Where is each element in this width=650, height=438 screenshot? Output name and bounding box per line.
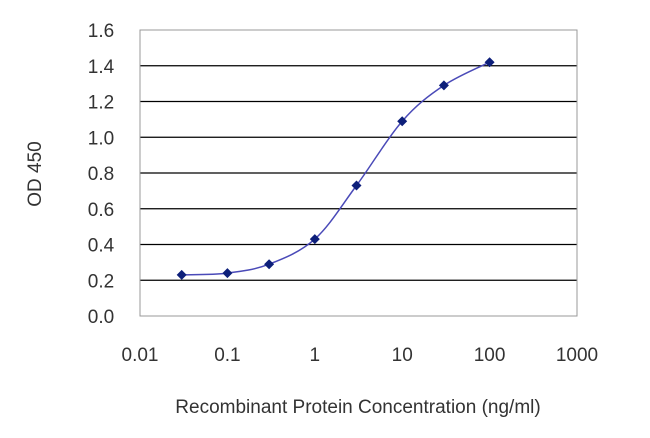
y-tick-label-3: 0.6 [88,200,114,221]
x-tick-label-1: 0.1 [214,345,240,366]
y-axis-ticks: 0.0 0.2 0.4 0.6 0.8 1.0 1.2 1.4 1.6 [88,21,115,328]
y-tick-label-8: 1.6 [88,21,114,42]
plot-frame [139,29,578,317]
y-tick-label-2: 0.4 [88,236,115,257]
x-tick-label-0: 0.01 [122,345,159,366]
data-point-5 [397,116,408,127]
y-tick-label-7: 1.4 [88,57,115,78]
x-tick-label-2: 1 [310,345,321,366]
grid-lines [140,65,577,281]
x-axis-ticks: 0.01 0.1 1 10 100 1000 [122,345,599,366]
data-point-0 [176,269,187,280]
y-axis-title: OD 450 [25,141,46,206]
data-point-6 [438,80,449,91]
series-curve [181,61,490,276]
x-tick-label-5: 1000 [556,345,598,366]
data-point-1 [222,268,233,279]
y-tick-label-0: 0.0 [88,307,114,328]
y-tick-label-6: 1.2 [88,93,114,114]
data-point-3 [309,234,320,245]
y-tick-label-4: 0.8 [88,164,114,185]
data-point-2 [264,259,275,270]
x-axis-title: Recombinant Protein Concentration (ng/ml… [175,397,540,418]
y-tick-label-5: 1.0 [88,128,114,149]
data-point-4 [351,180,362,191]
x-tick-label-3: 10 [392,345,413,366]
x-tick-label-4: 100 [474,345,506,366]
y-tick-label-1: 0.2 [88,271,114,292]
data-points [176,57,495,280]
data-point-7 [484,57,495,68]
